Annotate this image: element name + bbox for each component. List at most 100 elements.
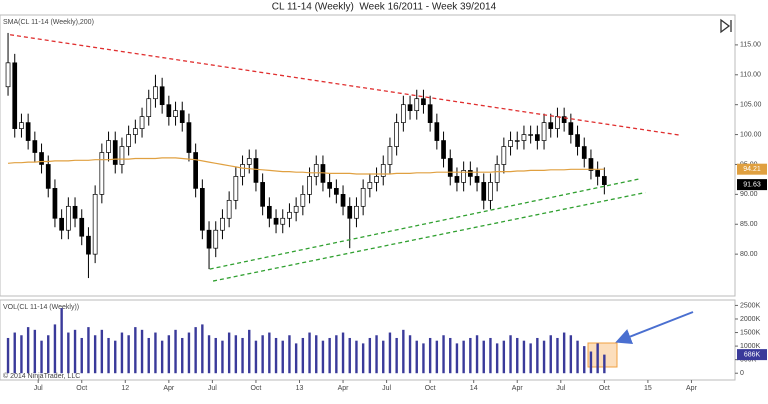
volume-bar (475, 335, 479, 374)
volume-bar (589, 351, 593, 374)
candle-body (333, 188, 339, 195)
candle-body (347, 205, 353, 219)
candle-body (521, 134, 527, 141)
volume-bar (93, 335, 97, 374)
volume-bar (274, 337, 278, 374)
x-tick-label: Oct (76, 385, 87, 392)
y-tick-label: 85.00 (740, 221, 758, 228)
candle-body (45, 164, 51, 189)
candle-body (534, 134, 540, 141)
volume-bar (569, 335, 573, 374)
volume-bar (495, 343, 499, 374)
volume-bar (469, 337, 472, 374)
candle-body (307, 176, 312, 195)
volume-bar (167, 335, 171, 374)
volume-bar (281, 340, 284, 374)
candle-body (354, 205, 359, 219)
candle-body (300, 194, 306, 207)
y-tick-label: 0 (740, 370, 744, 377)
candle-body (199, 188, 205, 231)
candle-body (421, 98, 426, 106)
volume-bar (234, 335, 238, 374)
candle-body (407, 104, 413, 112)
sma-line (7, 157, 605, 175)
volume-bar (294, 343, 298, 374)
arrow (615, 311, 694, 345)
candle-body (106, 140, 111, 153)
volume-bar (154, 332, 157, 374)
candle-body (193, 152, 198, 189)
volume-bar (120, 332, 124, 374)
volume-bar (562, 332, 566, 374)
volume-bar (522, 340, 526, 374)
last-value-box (737, 163, 767, 175)
volume-bar (160, 340, 164, 374)
candle-body (92, 194, 98, 255)
volume-bar (489, 337, 492, 374)
x-tick-label: 13 (296, 385, 304, 392)
candle-body (447, 158, 453, 177)
volume-bar (596, 343, 599, 374)
volume-bar (355, 340, 358, 374)
volume-bar (428, 337, 432, 374)
volume-bar (33, 329, 37, 374)
volume-bar (415, 340, 418, 374)
candle-body (467, 170, 473, 177)
volume-bar (174, 329, 177, 374)
x-tick-label: Jul (556, 385, 565, 392)
candle-body (159, 86, 165, 106)
candle-body (528, 134, 533, 136)
x-tick-label: 15 (644, 385, 652, 392)
volume-bar (227, 332, 231, 374)
last-value-box (737, 349, 767, 361)
candle-body (240, 164, 245, 177)
candle-body (287, 211, 292, 219)
volume-bar (47, 335, 50, 374)
candle-body (220, 217, 225, 231)
volume-bar (201, 324, 204, 374)
candle-body (5, 62, 11, 88)
volume-bar (134, 327, 137, 374)
candle-body (387, 146, 393, 165)
candle-body (173, 110, 178, 117)
volume-bar (187, 332, 191, 374)
y-tick-label: 2500K (740, 302, 761, 309)
y-tick-label: 100.00 (740, 131, 762, 138)
last-value-label: 91.63 (743, 181, 761, 188)
trendline (209, 178, 640, 270)
y-tick-label: 1500K (740, 329, 761, 336)
candle-body (273, 217, 279, 225)
volume-bar (603, 354, 606, 374)
volume-bar (288, 335, 291, 374)
volume-bar (53, 324, 57, 374)
candle-body (454, 176, 460, 183)
candle-body (280, 217, 286, 225)
candle-body (474, 176, 480, 183)
candle-body (508, 140, 513, 147)
volume-bar (576, 340, 579, 374)
volume-bar (583, 346, 586, 374)
y-tick-label: 110.00 (740, 72, 761, 79)
volume-bar (315, 335, 318, 374)
x-tick-label: Apr (512, 385, 524, 392)
volume-panel (0, 299, 736, 381)
volume-bar (221, 340, 224, 374)
candle-body (548, 122, 554, 129)
price-panel (0, 14, 736, 297)
candle-body (561, 116, 567, 123)
volume-bar (254, 340, 258, 374)
candle-body (260, 182, 265, 207)
volume-bar (442, 335, 445, 374)
volume-bar (408, 335, 412, 374)
candle-body (59, 217, 64, 231)
volume-bar (335, 335, 338, 374)
nav-icon[interactable] (720, 18, 732, 34)
x-tick-label: 14 (470, 385, 478, 392)
candle-body (360, 188, 366, 207)
volume-bar (509, 335, 512, 374)
volume-bar (147, 337, 150, 374)
volume-bar (516, 337, 519, 374)
candle-body (179, 110, 185, 123)
candle-body (501, 146, 507, 165)
volume-bar (375, 335, 378, 374)
